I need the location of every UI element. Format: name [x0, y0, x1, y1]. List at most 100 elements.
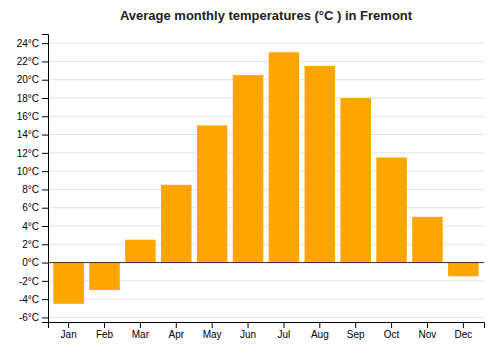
tick-label: 12°C — [17, 148, 39, 159]
bar — [125, 240, 156, 263]
tick-mark — [212, 322, 213, 328]
tick-mark — [427, 322, 428, 328]
tick-label: Jan — [61, 329, 77, 340]
tick-label: Apr — [169, 329, 185, 340]
tick-mark — [42, 80, 48, 81]
tick-mark — [42, 43, 48, 44]
tick-label: 24°C — [17, 38, 39, 49]
tick-label: Dec — [454, 329, 472, 340]
grid — [48, 43, 484, 317]
tick-mark — [42, 244, 48, 245]
y-tick: 20°C — [17, 74, 48, 85]
y-tick: 8°C — [22, 184, 48, 195]
plot: -6°C -4°C -2°C 0°C 2°C 4°C 6°C 8°C 10°C 12°C 14°C 1… — [17, 35, 485, 341]
tick-label: 14°C — [17, 129, 39, 140]
x-tick: Apr — [169, 322, 185, 340]
x-tick: May — [203, 322, 222, 340]
tick-mark — [68, 322, 69, 328]
x-tick: Mar — [132, 322, 150, 340]
tick-label: 16°C — [17, 111, 39, 122]
tick-label: 20°C — [17, 74, 39, 85]
bar — [89, 263, 120, 290]
axis-line — [42, 35, 49, 323]
tick-mark — [42, 135, 48, 136]
chart-svg: -6°C -4°C -2°C 0°C 2°C 4°C 6°C 8°C 10°C 12°C 14°C 1… — [0, 0, 500, 350]
y-tick: 24°C — [17, 38, 48, 49]
bar — [412, 217, 443, 263]
y-tick: 18°C — [17, 93, 48, 104]
tick-mark — [104, 322, 105, 328]
bar — [448, 263, 479, 277]
bar — [53, 263, 84, 304]
bar — [269, 52, 300, 262]
tick-mark — [42, 153, 48, 154]
tick-mark — [319, 322, 320, 328]
tick-label: -2°C — [19, 276, 39, 287]
x-axis: Jan Feb Mar Apr May Jun Jul Aug Sep Oct Nov Dec — [49, 322, 485, 340]
x-tick: Jan — [61, 322, 77, 340]
x-tick: Dec — [454, 322, 472, 340]
tick-mark — [42, 98, 48, 99]
tick-label: Nov — [419, 329, 437, 340]
y-tick: 12°C — [17, 148, 48, 159]
x-tick: Nov — [419, 322, 437, 340]
grid-line — [48, 134, 484, 135]
grid-line — [48, 79, 484, 80]
tick-mark — [42, 281, 48, 282]
y-tick: 10°C — [17, 166, 48, 177]
grid-line — [48, 189, 484, 190]
grid-line — [48, 299, 484, 300]
bar — [161, 185, 192, 263]
y-tick: 0°C — [22, 257, 48, 268]
tick-label: Mar — [132, 329, 150, 340]
tick-label: 4°C — [22, 221, 39, 232]
tick-label: 10°C — [17, 166, 39, 177]
tick-mark — [42, 116, 48, 117]
tick-mark — [42, 208, 48, 209]
x-tick: Sep — [347, 322, 365, 340]
x-tick: Feb — [96, 322, 114, 340]
x-tick: Jul — [278, 322, 291, 340]
tick-label: 22°C — [17, 56, 39, 67]
tick-mark — [391, 322, 392, 328]
y-tick: 6°C — [22, 202, 48, 213]
y-tick: 22°C — [17, 56, 48, 67]
y-tick: -4°C — [19, 294, 48, 305]
grid-line — [48, 262, 484, 263]
grid-line — [48, 152, 484, 153]
tick-label: -6°C — [19, 312, 39, 323]
y-axis: -6°C -4°C -2°C 0°C 2°C 4°C 6°C 8°C 10°C 12°C 14°C 1… — [17, 35, 49, 324]
tick-mark — [176, 322, 177, 328]
bar — [340, 98, 371, 263]
x-tick: Oct — [384, 322, 400, 340]
tick-label: May — [203, 329, 222, 340]
title: Average monthly temperatures (°C ) in Fr… — [120, 8, 413, 23]
y-tick: 4°C — [22, 221, 48, 232]
tick-label: 6°C — [22, 202, 39, 213]
grid-line — [48, 43, 484, 44]
tick-mark — [42, 263, 48, 264]
bars — [53, 52, 478, 303]
tick-mark — [42, 171, 48, 172]
y-tick: -2°C — [19, 276, 48, 287]
bar — [305, 66, 336, 263]
tick-mark — [42, 317, 48, 318]
tick-mark — [248, 322, 249, 328]
tick-mark — [283, 322, 284, 328]
tick-label: Jul — [278, 329, 291, 340]
tick-mark — [42, 189, 48, 190]
tick-mark — [463, 322, 464, 328]
tick-label: Jun — [240, 329, 256, 340]
grid-line — [48, 317, 484, 318]
y-tick: -6°C — [19, 312, 48, 323]
chart-container: -6°C -4°C -2°C 0°C 2°C 4°C 6°C 8°C 10°C 12°C 14°C 1… — [0, 0, 500, 350]
x-tick: Aug — [311, 322, 329, 340]
tick-label: 2°C — [22, 239, 39, 250]
x-tick: Jun — [240, 322, 256, 340]
tick-label: Aug — [311, 329, 329, 340]
bar — [376, 157, 407, 262]
tick-mark — [355, 322, 356, 328]
y-tick: 16°C — [17, 111, 48, 122]
tick-mark — [42, 299, 48, 300]
zero-line — [48, 262, 484, 263]
